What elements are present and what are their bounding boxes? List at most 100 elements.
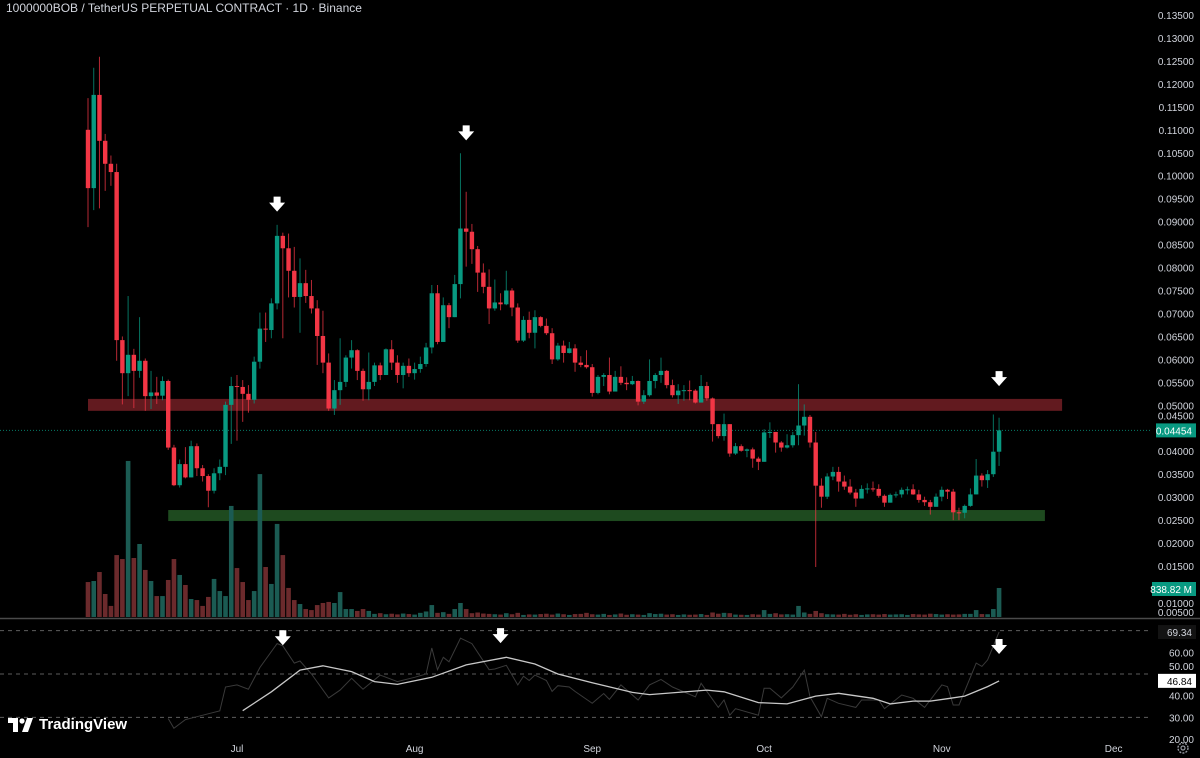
candle (750, 447, 755, 468)
candle-body (658, 370, 664, 376)
candle (882, 494, 887, 507)
candle-body (687, 390, 692, 392)
volume-bar (188, 599, 194, 617)
arrow-down-icon (274, 630, 291, 646)
candle (853, 488, 859, 507)
volume-bar (864, 614, 870, 617)
candle-body (492, 302, 498, 309)
volume-bar (309, 610, 314, 617)
time-axis-label: Dec (1105, 744, 1123, 755)
candle-body (624, 382, 629, 385)
price-axis-label: 0.12500 (1158, 57, 1195, 68)
candle (274, 224, 280, 310)
candle-body (148, 392, 154, 397)
volume-bar (584, 612, 589, 617)
candle-body (297, 283, 303, 297)
candle (532, 310, 538, 349)
volume-bar (710, 612, 715, 617)
candle-body (418, 363, 423, 370)
candle-body (578, 362, 583, 365)
candle-body (996, 430, 1002, 452)
arrow-down-icon (269, 196, 286, 212)
volume-bar (549, 614, 555, 617)
candle-body (830, 471, 836, 477)
volume-bar (372, 613, 377, 617)
candle-body (475, 249, 480, 273)
candle (802, 404, 807, 436)
candle-body (412, 369, 417, 374)
candle (441, 297, 446, 342)
last-volume-badge-text: 838.82 M (1150, 585, 1192, 596)
rsi-axis-label: 60.00 (1169, 648, 1194, 659)
candle (888, 493, 893, 503)
candle (670, 379, 675, 398)
price-axis-label: 0.00500 (1158, 608, 1195, 619)
candle (429, 285, 434, 354)
candle (389, 340, 394, 370)
candle (166, 379, 171, 450)
candle-body (968, 494, 973, 506)
candle (206, 474, 211, 508)
candle (246, 385, 251, 413)
gear-icon[interactable] (1176, 741, 1190, 755)
candle (647, 359, 652, 397)
candle-body (779, 442, 784, 448)
candle-body (125, 354, 131, 374)
volume-bar (939, 614, 945, 617)
candle-body (120, 340, 125, 374)
candle-body (985, 474, 990, 481)
candle-body (429, 293, 434, 348)
candle (303, 269, 308, 303)
candle-body (727, 424, 732, 454)
candle (435, 285, 440, 345)
volume-bar (326, 601, 331, 617)
price-axis-label: 0.03000 (1158, 493, 1195, 504)
candle (847, 479, 853, 495)
volume-bar (968, 613, 973, 617)
candle-body (641, 395, 647, 402)
candle (240, 380, 245, 422)
volume-bar (887, 614, 893, 617)
candle-body (137, 360, 142, 371)
arrow-down-icon (991, 371, 1008, 387)
candle (842, 475, 847, 490)
volume-bar (733, 614, 738, 617)
candle (544, 318, 549, 336)
arrow-down-icon (492, 628, 509, 644)
time-axis-label: Sep (583, 744, 601, 755)
candle (962, 504, 967, 519)
candle (790, 431, 795, 448)
candle-body (269, 303, 274, 331)
candle (991, 414, 996, 477)
candle-body (750, 449, 755, 459)
candle-body (784, 445, 790, 448)
candle (280, 232, 286, 339)
last-price-badge: 0.04454 (1156, 423, 1196, 438)
candle (418, 356, 423, 373)
candle-body (114, 172, 119, 341)
candle (400, 362, 406, 389)
tradingview-logo[interactable]: TradingView (8, 716, 127, 733)
candle-body (337, 381, 343, 391)
candle-body (716, 424, 721, 437)
volume-bar (412, 614, 417, 617)
volume-bar (996, 587, 1002, 617)
candle (515, 303, 520, 343)
candle (143, 358, 148, 411)
candle-body (131, 354, 137, 371)
candle-body (143, 360, 148, 397)
candle-body (458, 228, 463, 285)
candle-body (154, 392, 159, 396)
candle-body (870, 488, 876, 490)
candle (916, 489, 922, 503)
rsi-line (167, 631, 1000, 730)
candle-body (177, 464, 182, 486)
candle-body (796, 425, 801, 436)
candle-body (584, 364, 589, 368)
price-axis-label: 0.04500 (1158, 411, 1195, 422)
candle (160, 376, 165, 401)
candle (939, 486, 944, 502)
volume-bar (538, 614, 543, 617)
volume-bar (377, 613, 383, 617)
